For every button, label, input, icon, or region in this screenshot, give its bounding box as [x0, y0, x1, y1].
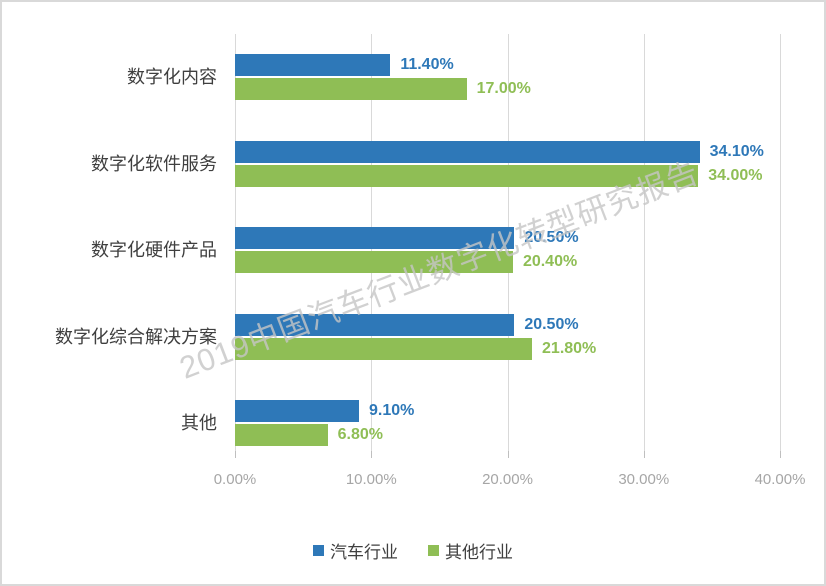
legend: 汽车行业 其他行业: [2, 538, 824, 563]
legend-swatch: [313, 545, 324, 556]
axis-tick-mark: [507, 451, 509, 458]
category-label: 数字化硬件产品: [91, 240, 217, 260]
axis-tick-mark: [235, 451, 236, 458]
bar-value-label: 11.40%: [400, 56, 454, 73]
bar-其他行业: [235, 424, 328, 446]
bar-其他行业: [235, 164, 699, 187]
bar-汽车行业: [235, 227, 515, 249]
legend-item-其他行业: 其他行业: [428, 538, 513, 563]
bar-value-label: 34.00%: [708, 166, 763, 184]
bar-汽车行业: [235, 400, 359, 422]
x-axis-tick-label: 40.00%: [754, 471, 806, 488]
bar-value-label: 6.80%: [337, 426, 384, 443]
axis-tick-mark: [371, 451, 373, 458]
gridline: [780, 34, 781, 451]
bar-其他行业: [235, 337, 533, 360]
bar-其他行业: [235, 78, 467, 100]
x-axis-tick-label: 10.00%: [345, 471, 397, 488]
x-axis-tick-label: 30.00%: [618, 471, 670, 488]
x-axis-tick-label: 20.00%: [482, 471, 533, 488]
bar-value-label: 20.40%: [522, 253, 578, 270]
gridline: [643, 34, 645, 451]
bar-其他行业: [235, 251, 513, 273]
bar-汽车行业: [235, 54, 391, 76]
legend-item-汽车行业: 汽车行业: [313, 538, 398, 563]
legend-swatch: [428, 545, 439, 556]
legend-label: 其他行业: [445, 543, 513, 562]
category-label: 其他: [181, 413, 217, 433]
axis-tick-mark: [780, 451, 781, 458]
bar-value-label: 21.80%: [542, 339, 597, 357]
bar-汽车行业: [235, 313, 515, 336]
axis-tick-mark: [643, 451, 645, 458]
legend-label: 汽车行业: [330, 543, 398, 562]
bar-value-label: 9.10%: [368, 402, 415, 419]
category-label: 数字化内容: [127, 67, 217, 87]
x-axis-tick-label: 0.00%: [213, 471, 257, 488]
category-label: 数字化软件服务: [91, 153, 217, 174]
bar-value-label: 17.00%: [476, 80, 531, 97]
category-label: 数字化综合解决方案: [55, 326, 217, 347]
bar-value-label: 20.50%: [524, 229, 579, 246]
bar-value-label: 20.50%: [524, 315, 579, 333]
bar-汽车行业: [235, 140, 700, 163]
bar-value-label: 34.10%: [709, 142, 764, 160]
